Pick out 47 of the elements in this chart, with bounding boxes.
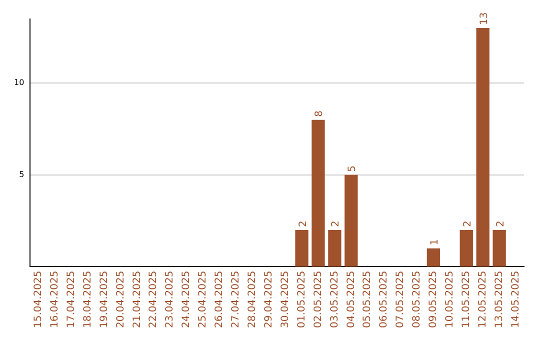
x-tick-label: 13.05.2025 xyxy=(494,270,505,328)
x-tick-label: 14.05.2025 xyxy=(510,270,522,328)
x-tick-label: 21.04.2025 xyxy=(132,270,143,328)
bar xyxy=(460,230,473,267)
x-tick-label: 03.05.2025 xyxy=(329,270,340,328)
x-tick-label: 10.05.2025 xyxy=(444,270,456,328)
x-tick-label: 18.04.2025 xyxy=(82,270,94,328)
x-tick-label: 11.05.2025 xyxy=(460,270,472,328)
bar xyxy=(426,248,440,267)
x-tick-label: 08.05.2025 xyxy=(412,270,423,328)
x-tick-label: 06.05.2025 xyxy=(378,270,390,328)
x-tick-label: 15.04.2025 xyxy=(33,270,44,328)
data-label: 8 xyxy=(314,110,326,117)
x-tick-label: 05.05.2025 xyxy=(362,270,374,328)
bar xyxy=(476,28,490,267)
data-label: 2 xyxy=(298,220,309,228)
x-tick-label: 27.04.2025 xyxy=(230,270,242,328)
data-label: 2 xyxy=(462,220,474,228)
x-tick-label: 07.05.2025 xyxy=(395,270,406,328)
x-tick-label: 17.04.2025 xyxy=(66,270,77,328)
x-tick-label: 26.04.2025 xyxy=(214,270,226,328)
x-tick-label: 25.04.2025 xyxy=(198,270,209,328)
x-tick-label: 20.04.2025 xyxy=(115,270,126,328)
data-label: 13 xyxy=(478,12,490,25)
x-tick-label: 01.05.2025 xyxy=(296,270,308,328)
x-tick-label: 30.04.2025 xyxy=(280,270,291,328)
data-label: 1 xyxy=(429,239,440,246)
x-tick-label: 28.04.2025 xyxy=(246,270,258,328)
x-tick-label: 02.05.2025 xyxy=(312,270,324,328)
x-tick-label: 09.05.2025 xyxy=(428,270,440,328)
x-tick-label: 29.04.2025 xyxy=(263,270,274,328)
x-tick-label: 12.05.2025 xyxy=(477,270,488,328)
y-tick-label: 10 xyxy=(14,78,24,88)
bar xyxy=(328,230,342,267)
bar xyxy=(312,120,325,267)
data-label: 2 xyxy=(330,220,342,228)
x-tick-label: 23.04.2025 xyxy=(164,270,176,328)
bar xyxy=(492,230,506,267)
x-tick-label: 24.04.2025 xyxy=(181,270,192,328)
data-label: 2 xyxy=(495,220,506,228)
data-label: 5 xyxy=(347,166,358,172)
x-tick-label: 22.04.2025 xyxy=(148,270,160,328)
bar xyxy=(295,230,308,267)
x-tick-label: 04.05.2025 xyxy=(346,270,357,328)
bar xyxy=(344,174,358,267)
x-tick-label: 19.04.2025 xyxy=(98,270,110,328)
x-tick-label: 16.04.2025 xyxy=(49,270,60,328)
